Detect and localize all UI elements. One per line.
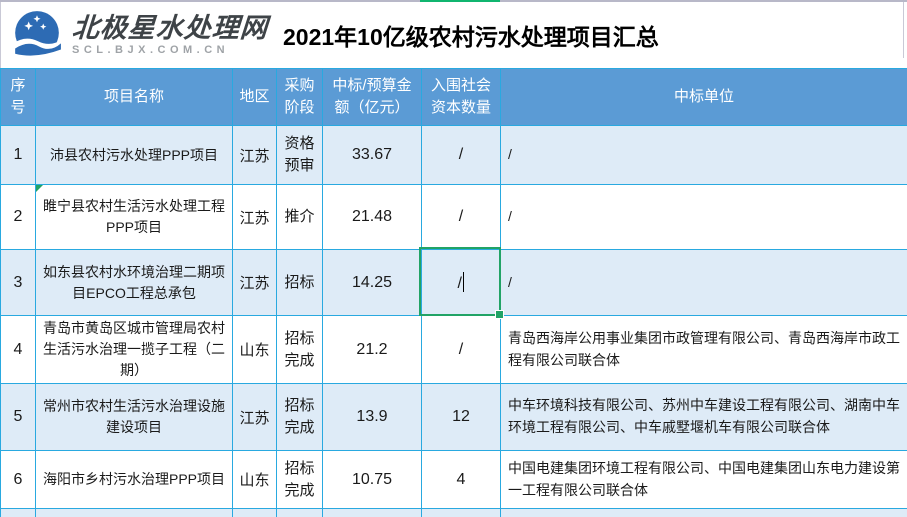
cell-empty[interactable] [500, 508, 907, 517]
cell-project-name[interactable]: 沛县农村污水处理PPP项目 [35, 125, 233, 185]
cell-index[interactable]: 4 [0, 315, 36, 384]
cell-amount[interactable]: 13.9 [322, 383, 422, 451]
cell-index[interactable]: 5 [0, 383, 36, 451]
page-title: 2021年10亿级农村污水处理项目汇总 [283, 24, 659, 50]
table-row: 6 海阳市乡村污水治理PPP项目 山东 招标完成 10.75 4 中国电建集团环… [0, 450, 907, 509]
cell-amount[interactable]: 33.67 [322, 125, 422, 185]
col-header-index[interactable]: 序号 [0, 68, 36, 126]
cell-region[interactable]: 江苏 [232, 383, 277, 451]
projects-table-wrap: 序号 项目名称 地区 采购阶段 中标/预算金额（亿元） 入围社会资本数量 中标单… [0, 68, 907, 517]
cell-index[interactable]: 6 [0, 450, 36, 509]
cell-amount[interactable]: 21.2 [322, 315, 422, 384]
cell-winner[interactable]: / [500, 184, 907, 250]
site-logo: 北极星水处理网 SCL.BJX.COM.CN [11, 9, 270, 61]
projects-table: 序号 项目名称 地区 采购阶段 中标/预算金额（亿元） 入围社会资本数量 中标单… [0, 68, 907, 517]
table-row-partial [0, 508, 907, 517]
cell-empty[interactable] [0, 508, 36, 517]
selected-column-indicator [420, 0, 500, 3]
cell-winner[interactable]: / [500, 249, 907, 316]
active-cell-editing[interactable]: / [421, 249, 501, 316]
cell-index[interactable]: 1 [0, 125, 36, 185]
cell-winner[interactable]: 中车环境科技有限公司、苏州中车建设工程有限公司、湖南中车环境工程有限公司、中车戚… [500, 383, 907, 451]
cell-stage[interactable]: 招标 [276, 249, 323, 316]
cell-winner[interactable]: / [500, 125, 907, 185]
logo-text-block: 北极星水处理网 SCL.BJX.COM.CN [70, 12, 270, 57]
site-url: SCL.BJX.COM.CN [72, 44, 230, 57]
cell-project-name[interactable]: 睢宁县农村生活污水处理工程PPP项目 [35, 184, 233, 250]
cell-region[interactable]: 山东 [232, 315, 277, 384]
cell-empty[interactable] [421, 508, 501, 517]
cell-shortlisted-count[interactable]: 4 [421, 450, 501, 509]
bjx-water-logo-icon [13, 11, 63, 59]
header-row: 序号 项目名称 地区 采购阶段 中标/预算金额（亿元） 入围社会资本数量 中标单… [0, 68, 907, 126]
cell-region[interactable]: 江苏 [232, 249, 277, 316]
cell-empty[interactable] [232, 508, 277, 517]
cell-region[interactable]: 江苏 [232, 184, 277, 250]
cell-shortlisted-count[interactable]: / [421, 315, 501, 384]
cell-amount[interactable]: 21.48 [322, 184, 422, 250]
cell-region[interactable]: 江苏 [232, 125, 277, 185]
error-indicator-triangle [36, 185, 43, 192]
cell-stage[interactable]: 招标完成 [276, 315, 323, 384]
cell-shortlisted-count[interactable]: / [421, 125, 501, 185]
cell-region[interactable]: 山东 [232, 450, 277, 509]
cell-stage[interactable]: 招标完成 [276, 383, 323, 451]
cell-winner[interactable]: 中国电建集团环境工程有限公司、中国电建集团山东电力建设第一工程有限公司联合体 [500, 450, 907, 509]
cell-amount[interactable]: 14.25 [322, 249, 422, 316]
cell-stage[interactable]: 资格预审 [276, 125, 323, 185]
col-header-shortlisted-count[interactable]: 入围社会资本数量 [421, 68, 501, 126]
cell-project-name[interactable]: 如东县农村水环境治理二期项目EPCO工程总承包 [35, 249, 233, 316]
cell-project-name[interactable]: 海阳市乡村污水治理PPP项目 [35, 450, 233, 509]
cell-index[interactable]: 2 [0, 184, 36, 250]
cell-project-name[interactable]: 青岛市黄岛区城市管理局农村生活污水治理一揽子工程（二期） [35, 315, 233, 384]
cell-stage[interactable]: 招标完成 [276, 450, 323, 509]
site-name: 北极星水处理网 [70, 12, 270, 43]
cell-empty[interactable] [276, 508, 323, 517]
cell-empty[interactable] [35, 508, 233, 517]
page-header: 北极星水处理网 SCL.BJX.COM.CN 2021年10亿级农村污水处理项目… [0, 2, 907, 68]
cell-shortlisted-count[interactable]: 12 [421, 383, 501, 451]
cell-stage[interactable]: 推介 [276, 184, 323, 250]
cell-shortlisted-count[interactable]: / [421, 184, 501, 250]
cell-project-name-text: 睢宁县农村生活污水处理工程PPP项目 [43, 198, 225, 235]
col-header-winner[interactable]: 中标单位 [500, 68, 907, 126]
header-right-divider [903, 2, 904, 58]
cell-empty[interactable] [322, 508, 422, 517]
cell-amount[interactable]: 10.75 [322, 450, 422, 509]
table-row: 5 常州市农村生活污水治理设施建设项目 江苏 招标完成 13.9 12 中车环境… [0, 383, 907, 451]
text-cursor [462, 272, 465, 292]
col-header-stage[interactable]: 采购阶段 [276, 68, 323, 126]
active-cell-value: / [457, 275, 462, 292]
cell-index[interactable]: 3 [0, 249, 36, 316]
table-row: 2 睢宁县农村生活污水处理工程PPP项目 江苏 推介 21.48 / / [0, 184, 907, 250]
cell-winner[interactable]: 青岛西海岸公用事业集团市政管理有限公司、青岛西海岸市政工程有限公司联合体 [500, 315, 907, 384]
col-header-region[interactable]: 地区 [232, 68, 277, 126]
col-header-amount[interactable]: 中标/预算金额（亿元） [322, 68, 422, 126]
table-row: 1 沛县农村污水处理PPP项目 江苏 资格预审 33.67 / / [0, 125, 907, 185]
col-header-project-name[interactable]: 项目名称 [35, 68, 233, 126]
table-row: 3 如东县农村水环境治理二期项目EPCO工程总承包 江苏 招标 14.25 / … [0, 249, 907, 316]
table-row: 4 青岛市黄岛区城市管理局农村生活污水治理一揽子工程（二期） 山东 招标完成 2… [0, 315, 907, 384]
cell-project-name[interactable]: 常州市农村生活污水治理设施建设项目 [35, 383, 233, 451]
